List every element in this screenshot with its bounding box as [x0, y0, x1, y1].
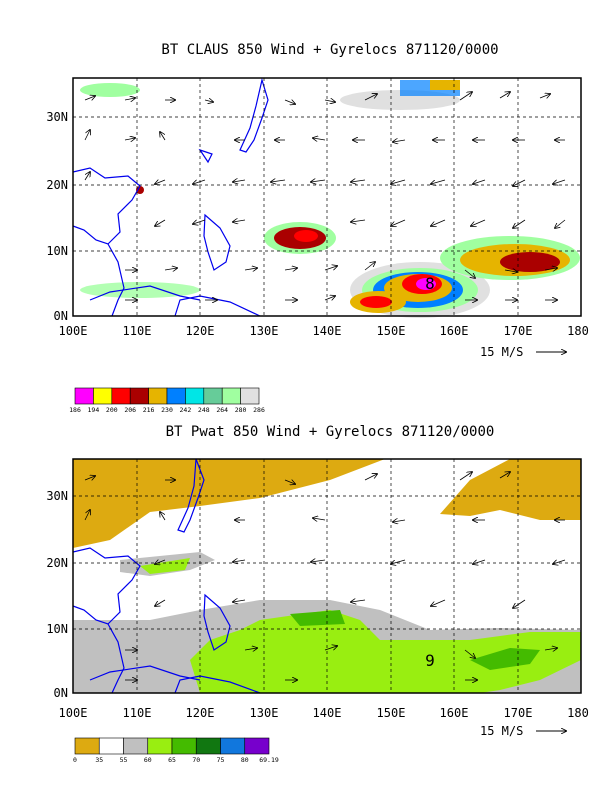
colorbar-swatch — [74, 387, 94, 405]
panel-claus: BT CLAUS 850 Wind + Gyrelocs 871120/0000 — [46, 42, 589, 414]
map-border — [72, 77, 582, 317]
wind-vectors — [84, 472, 566, 680]
lon-label: 120E — [186, 706, 215, 720]
lat-label: 20N — [46, 556, 68, 570]
colorbar-swatch — [171, 737, 197, 755]
colorbar-label: 55 — [120, 756, 128, 764]
vector-scale: 15 M/S — [480, 345, 566, 359]
lon-label: 140E — [313, 324, 342, 338]
vector-scale-label: 15 M/S — [480, 345, 523, 359]
lon-label: 160E — [440, 324, 469, 338]
colorbar-label: 286 — [253, 406, 265, 414]
colorbar-swatch — [185, 387, 205, 405]
lon-label: 100E — [59, 324, 88, 338]
lon-labels: 100E 110E 120E 130E 140E 150E 160E 170E … — [59, 324, 589, 338]
panel-title: BT Pwat 850 Wind + Gyrelocs 871120/0000 — [166, 424, 495, 440]
colorbar-label: 206 — [124, 406, 136, 414]
colorbar-label: 280 — [235, 406, 247, 414]
colorbar-swatch — [195, 737, 221, 755]
colorbar-swatch — [221, 387, 241, 405]
lon-label: 130E — [250, 706, 279, 720]
colorbar: 0 35 55 60 65 70 75 80 69.19 — [73, 737, 279, 764]
colorbar-label: 65 — [168, 756, 176, 764]
lon-label: 150E — [377, 324, 406, 338]
colorbar-label: 35 — [95, 756, 103, 764]
lon-label: 180 — [567, 706, 589, 720]
lon-label: 120E — [186, 324, 215, 338]
lon-label: 110E — [123, 324, 152, 338]
map-frame: 8 — [72, 77, 582, 318]
colorbar-label: 216 — [143, 406, 155, 414]
colorbar-label: 60 — [144, 756, 152, 764]
lat-label: 30N — [46, 110, 68, 124]
storm-marker-label: 8 — [425, 274, 435, 293]
colorbar-swatch — [123, 737, 149, 755]
vector-scale-label: 15 M/S — [480, 724, 523, 738]
colorbar-swatch — [74, 737, 100, 755]
lon-label: 100E — [59, 706, 88, 720]
lon-label: 160E — [440, 706, 469, 720]
colorbar-label: 242 — [180, 406, 192, 414]
lat-label: 10N — [46, 244, 68, 258]
colorbar-label: 186 — [69, 406, 81, 414]
lat-labels: 30N 20N 10N 0N — [46, 110, 68, 323]
colorbar-label: 264 — [216, 406, 228, 414]
colorbar-label: 248 — [198, 406, 210, 414]
colorbar-label: 70 — [192, 756, 200, 764]
lat-label: 10N — [46, 622, 68, 636]
colorbar-swatch — [166, 387, 186, 405]
colorbar-swatch — [220, 737, 246, 755]
colorbar-label: 69.19 — [259, 756, 279, 764]
lon-label: 170E — [504, 706, 533, 720]
wind-vectors — [84, 92, 566, 300]
lon-label: 150E — [377, 706, 406, 720]
coastlines — [72, 77, 269, 317]
map-frame: 9 — [72, 458, 582, 694]
colorbar-label: 230 — [161, 406, 173, 414]
panel-pwat: BT Pwat 850 Wind + Gyrelocs 871120/0000 — [46, 424, 589, 764]
lat-label: 30N — [46, 489, 68, 503]
lon-label: 140E — [313, 706, 342, 720]
colorbar-label: 0 — [73, 756, 77, 764]
colorbar: 186 194 200 206 216 230 242 248 264 280 286 — [69, 387, 265, 414]
colorbar-swatch — [148, 387, 168, 405]
lon-label: 170E — [504, 324, 533, 338]
lon-label: 110E — [123, 706, 152, 720]
colorbar-swatch — [147, 737, 173, 755]
lat-labels: 30N 20N 10N 0N — [46, 489, 68, 700]
vector-scale: 15 M/S — [480, 724, 566, 738]
colorbar-swatch — [111, 387, 131, 405]
colorbar-label: 200 — [106, 406, 118, 414]
colorbar-swatch — [98, 737, 124, 755]
colorbar-swatch — [244, 737, 270, 755]
panel-title: BT CLAUS 850 Wind + Gyrelocs 871120/0000 — [161, 42, 498, 58]
colorbar-swatch — [129, 387, 149, 405]
lat-label: 0N — [54, 686, 68, 700]
cloud-shading — [80, 80, 580, 318]
colorbar-swatch — [93, 387, 113, 405]
colorbar-label: 194 — [88, 406, 100, 414]
colorbar-label: 75 — [217, 756, 225, 764]
map-border — [72, 458, 582, 694]
storm-marker-label: 9 — [425, 651, 435, 670]
lat-label: 0N — [54, 309, 68, 323]
colorbar-swatch — [240, 387, 260, 405]
lon-label: 180 — [567, 324, 589, 338]
lon-label: 130E — [250, 324, 279, 338]
colorbar-swatch — [203, 387, 223, 405]
lat-label: 20N — [46, 178, 68, 192]
lon-labels: 100E 110E 120E 130E 140E 150E 160E 170E … — [59, 706, 589, 720]
colorbar-label: 80 — [241, 756, 249, 764]
